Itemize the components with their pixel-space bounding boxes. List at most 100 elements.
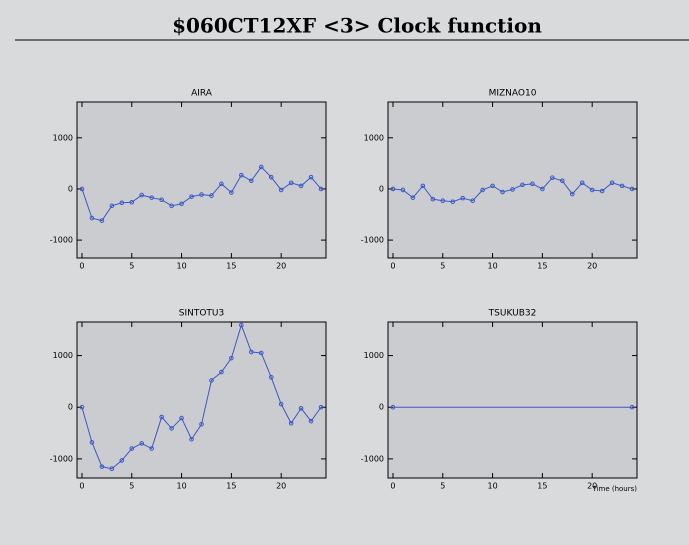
data-point bbox=[169, 426, 174, 431]
y-tick-label: 1000 bbox=[364, 351, 384, 360]
x-tick-label: 5 bbox=[129, 482, 134, 491]
x-tick-label: 0 bbox=[390, 262, 395, 271]
data-line bbox=[81, 166, 322, 222]
data-point bbox=[298, 183, 304, 189]
x-axis-label: Time (hours) bbox=[592, 485, 638, 493]
data-point bbox=[189, 194, 194, 199]
data-point bbox=[510, 187, 515, 192]
x-tick-label: 10 bbox=[487, 262, 497, 271]
data-point bbox=[390, 404, 396, 410]
data-point bbox=[560, 178, 565, 184]
data-point bbox=[129, 446, 135, 451]
panel-title: AIRA bbox=[191, 89, 213, 99]
data-point bbox=[179, 201, 184, 207]
plot-area bbox=[76, 321, 327, 479]
data-point bbox=[500, 189, 505, 195]
plot-area bbox=[76, 101, 327, 259]
data-point bbox=[169, 203, 174, 209]
data-point bbox=[629, 186, 635, 192]
data-point bbox=[129, 199, 135, 205]
data-point bbox=[89, 215, 95, 221]
data-point bbox=[550, 175, 555, 180]
data-point bbox=[179, 415, 184, 421]
data-point bbox=[298, 405, 304, 411]
data-point bbox=[268, 374, 274, 380]
data-point bbox=[249, 349, 254, 355]
data-point bbox=[79, 186, 85, 192]
data-point bbox=[318, 186, 324, 192]
y-tick-label: 0 bbox=[379, 403, 384, 412]
data-point bbox=[229, 355, 234, 361]
data-point bbox=[239, 322, 244, 328]
panel-title: TSUKUB32 bbox=[488, 309, 537, 319]
data-line bbox=[81, 323, 322, 470]
data-point bbox=[390, 186, 396, 192]
data-point bbox=[249, 178, 254, 184]
data-point bbox=[430, 196, 436, 202]
data-point bbox=[119, 200, 125, 206]
data-point bbox=[159, 197, 164, 202]
data-point bbox=[308, 418, 314, 424]
data-point bbox=[410, 195, 416, 200]
data-point bbox=[109, 466, 115, 472]
data-point bbox=[589, 187, 595, 193]
x-tick-label: 20 bbox=[276, 482, 286, 491]
x-tick-label: 15 bbox=[226, 262, 236, 271]
panel-title: SINTOTU3 bbox=[179, 309, 225, 319]
y-tick-label: -1000 bbox=[361, 236, 384, 245]
data-point bbox=[209, 193, 214, 198]
data-point bbox=[530, 181, 535, 187]
data-point bbox=[288, 180, 294, 186]
data-point bbox=[599, 188, 605, 194]
y-tick-label: 1000 bbox=[53, 351, 73, 360]
data-point bbox=[199, 421, 204, 427]
data-point bbox=[470, 198, 475, 204]
data-point bbox=[258, 350, 264, 356]
panel-title: MIZNAO10 bbox=[489, 89, 537, 99]
data-point bbox=[420, 183, 426, 189]
data-point bbox=[149, 195, 154, 200]
data-point bbox=[139, 441, 145, 446]
data-point bbox=[258, 164, 264, 170]
y-tick-label: 1000 bbox=[53, 133, 73, 142]
data-point bbox=[149, 446, 154, 451]
data-point bbox=[629, 404, 635, 410]
data-point bbox=[189, 436, 194, 442]
data-point bbox=[99, 218, 105, 223]
x-tick-label: 5 bbox=[129, 262, 134, 271]
data-point bbox=[569, 191, 575, 197]
x-tick-label: 5 bbox=[440, 482, 445, 491]
data-line bbox=[392, 177, 633, 203]
data-point bbox=[460, 195, 466, 201]
x-tick-label: 15 bbox=[226, 482, 236, 491]
data-point bbox=[308, 174, 314, 180]
y-tick-label: -1000 bbox=[50, 454, 73, 463]
y-tick-label: 0 bbox=[68, 403, 73, 412]
x-tick-label: 0 bbox=[79, 482, 84, 491]
x-tick-label: 20 bbox=[276, 262, 286, 271]
y-tick-label: -1000 bbox=[50, 236, 73, 245]
data-point bbox=[89, 440, 95, 445]
data-point bbox=[199, 192, 204, 197]
y-tick-label: 0 bbox=[68, 184, 73, 193]
data-point bbox=[579, 180, 585, 186]
data-point bbox=[278, 187, 284, 193]
data-point bbox=[239, 172, 244, 178]
data-point bbox=[139, 192, 145, 198]
data-point bbox=[609, 180, 615, 186]
data-point bbox=[619, 183, 625, 189]
x-tick-label: 5 bbox=[440, 262, 445, 271]
data-point bbox=[209, 378, 214, 383]
data-point bbox=[119, 458, 125, 463]
y-tick-label: 0 bbox=[379, 184, 384, 193]
data-point bbox=[450, 199, 456, 205]
x-tick-label: 10 bbox=[176, 262, 186, 271]
data-point bbox=[99, 464, 105, 469]
data-point bbox=[278, 401, 284, 407]
data-point bbox=[288, 420, 294, 426]
data-point bbox=[219, 181, 224, 187]
data-point bbox=[109, 203, 115, 209]
data-point bbox=[229, 190, 234, 195]
